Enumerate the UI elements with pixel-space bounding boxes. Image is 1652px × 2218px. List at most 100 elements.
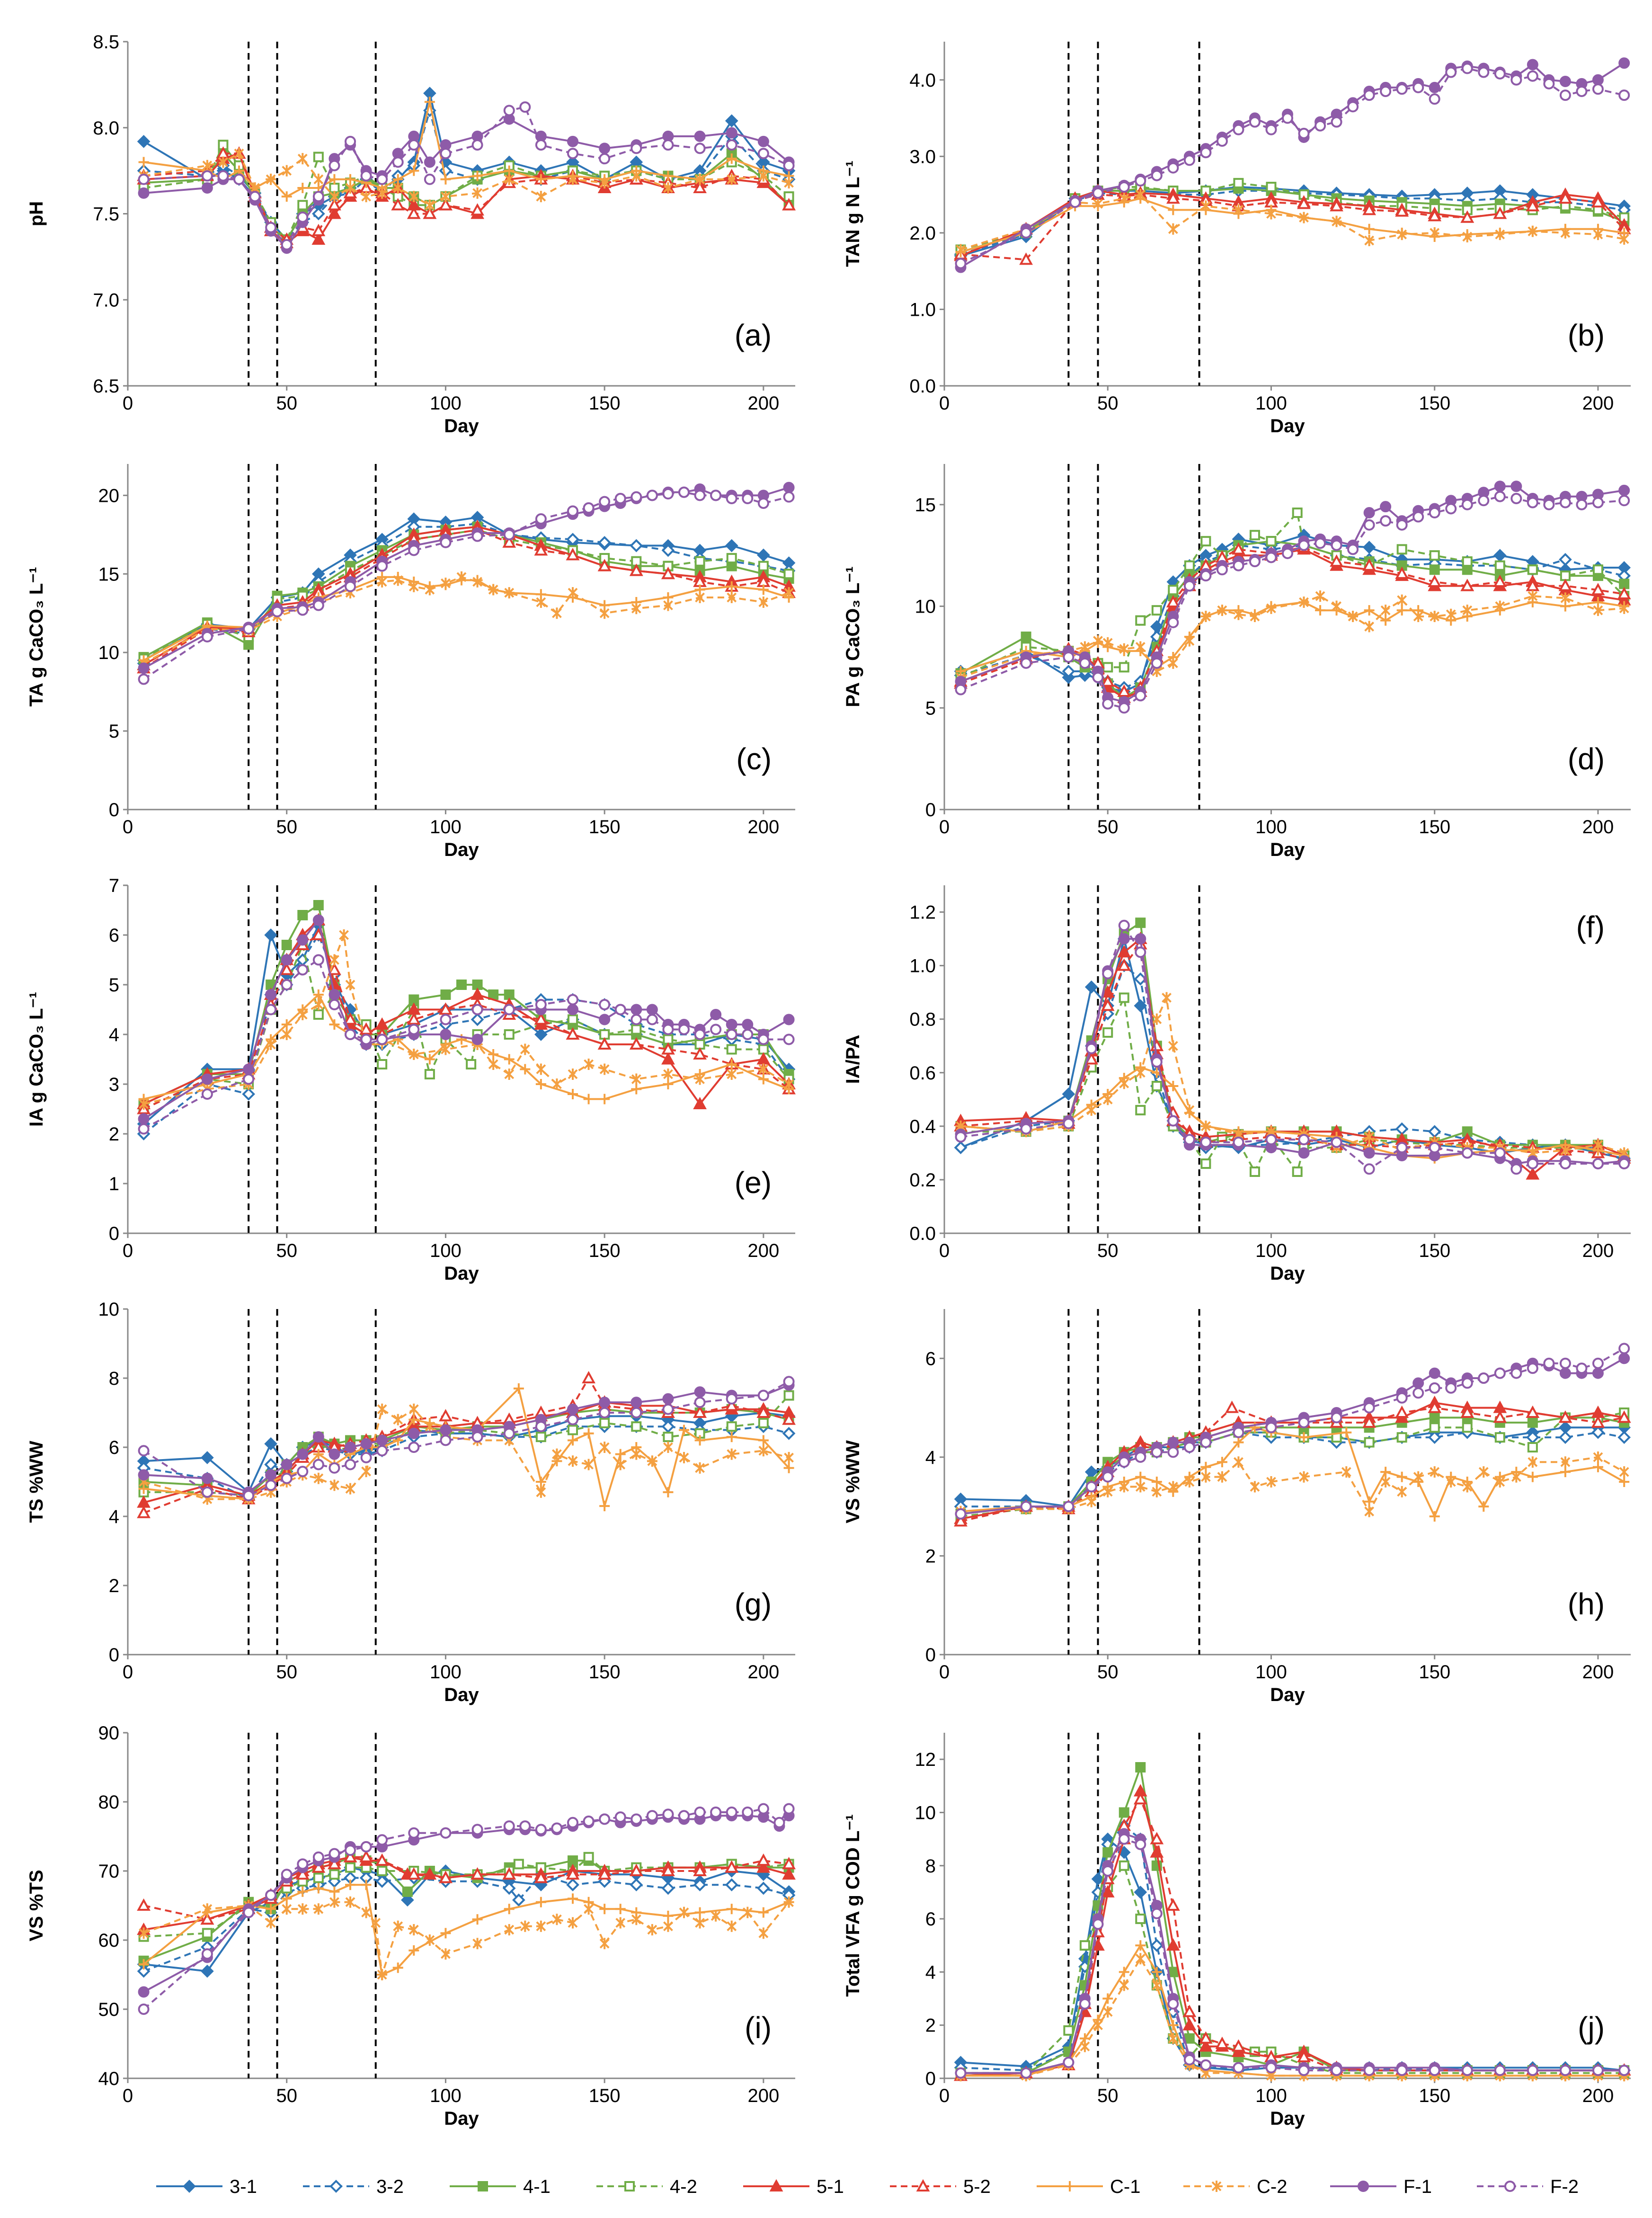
C-2-point — [1119, 1078, 1129, 1089]
F-1-point — [726, 127, 737, 139]
C-2-point — [1234, 204, 1243, 216]
series-C-2 — [956, 992, 1629, 1159]
F-2-point — [1559, 1357, 1571, 1369]
5-2-point — [534, 1871, 548, 1883]
C-2-point — [409, 1403, 419, 1415]
C-2-point — [282, 1029, 292, 1040]
C-1-point — [138, 157, 149, 168]
F-2-point — [783, 1803, 795, 1815]
F-2-point — [1559, 497, 1571, 508]
C-1-point — [535, 174, 546, 185]
F-1-point — [329, 1448, 340, 1460]
3-2-point — [1062, 665, 1075, 678]
C-2-point — [393, 1414, 403, 1425]
C-2-point — [1593, 229, 1603, 241]
y-axis-label: VS %TS — [26, 1870, 47, 1941]
3-2-point — [1591, 1425, 1605, 1439]
F-2-point — [1559, 2065, 1571, 2076]
5-2-point — [471, 203, 484, 216]
5-2-point — [1330, 554, 1343, 567]
C-2-point — [1135, 641, 1146, 653]
5-2-point — [1617, 1410, 1631, 1423]
5-2-point — [1395, 1405, 1409, 1418]
x-tick-label: 0 — [123, 817, 133, 837]
3-1-point — [264, 928, 277, 942]
series-3-2 — [954, 1425, 1631, 1516]
F-2-point — [646, 490, 658, 501]
F-2-point — [1494, 2065, 1506, 2076]
4-2-point — [1151, 605, 1162, 616]
C-2-point — [1168, 1481, 1178, 1493]
y-tick-label: 15 — [98, 564, 120, 585]
x-tick-label: 50 — [276, 1240, 297, 1261]
4-2-point — [1249, 530, 1260, 541]
F-2-point — [138, 2004, 150, 2015]
y-tick-label: 6 — [109, 1437, 119, 1458]
C-2-point — [663, 599, 673, 611]
C-2-point — [1478, 1466, 1489, 1478]
3-2-point — [1150, 1939, 1164, 1952]
C-2-point — [504, 1069, 515, 1080]
F-2-point — [1216, 564, 1228, 576]
C-2-point — [1135, 189, 1146, 201]
5-1-point — [693, 1096, 707, 1109]
series-C-2 — [956, 1953, 1629, 2082]
C-1-point — [297, 1886, 308, 1897]
x-tick-label: 150 — [1419, 1662, 1450, 1683]
C-2-point — [1102, 1486, 1113, 1497]
5-2-point — [502, 1867, 516, 1880]
C-2-point — [1184, 1104, 1195, 1116]
C-2-point — [266, 1039, 276, 1050]
F-2-point — [1200, 147, 1212, 159]
F-2-point — [1183, 1134, 1195, 1146]
F-2-point — [1478, 66, 1490, 78]
F-2-point — [360, 1841, 372, 1853]
x-tick-label: 50 — [276, 1662, 297, 1683]
5-2-point — [566, 548, 580, 561]
F-1-point — [694, 130, 706, 142]
C-1-point — [535, 1477, 546, 1487]
F-2-point — [614, 493, 626, 504]
3-2-point — [598, 536, 611, 549]
5-1-point — [1526, 1167, 1540, 1180]
4-2-point — [1560, 570, 1571, 581]
C-1-point — [361, 1880, 372, 1890]
F-2-point — [1331, 116, 1342, 128]
F-2-point — [249, 191, 261, 203]
series-line-4-1 — [960, 187, 1625, 253]
5-2-point — [1591, 1415, 1605, 1428]
3-2-point — [725, 1878, 738, 1892]
4-2-point — [726, 553, 737, 564]
panel-label: (j) — [1578, 2011, 1605, 2045]
4-2-point — [1292, 1166, 1303, 1177]
legend-entry-5-1: 5-1 — [743, 2176, 844, 2197]
C-1-point — [568, 1435, 578, 1446]
F-2-point — [138, 1445, 150, 1457]
x-tick-label: 50 — [1097, 393, 1119, 414]
F-1-point — [646, 1004, 658, 1015]
C-2-point — [1135, 1953, 1146, 1965]
legend-F-1-point — [1358, 2181, 1369, 2192]
C-2-point — [568, 1455, 578, 1467]
C-2-point — [663, 182, 673, 194]
C-1-point — [1364, 223, 1375, 234]
F-1-point — [281, 1459, 293, 1470]
C-2-point — [663, 1442, 673, 1453]
C-2-point — [695, 1073, 705, 1085]
C-1-point — [1380, 615, 1391, 626]
F-2-point — [312, 954, 324, 966]
series-line-5-2 — [143, 934, 790, 1110]
F-2-point — [1527, 70, 1538, 82]
C-2-point — [1135, 1481, 1146, 1493]
C-2-point — [784, 177, 794, 189]
5-2-point — [328, 198, 341, 211]
F-2-point — [201, 1948, 213, 1960]
F-2-point — [1494, 68, 1506, 80]
F-2-point — [583, 1815, 595, 1827]
3-1-point — [1134, 999, 1147, 1013]
F-2-point — [281, 1472, 293, 1484]
C-1-point — [583, 1094, 594, 1105]
5-2-point — [311, 1860, 326, 1873]
5-1-point — [756, 1860, 771, 1873]
F-2-point — [1183, 2054, 1195, 2066]
